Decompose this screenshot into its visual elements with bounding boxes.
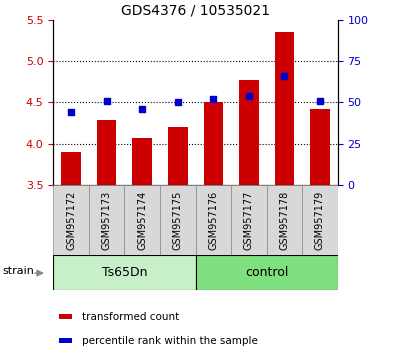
Text: GSM957178: GSM957178: [279, 190, 290, 250]
Bar: [61, 152, 81, 185]
Text: GSM957172: GSM957172: [66, 190, 76, 250]
Bar: [275, 32, 294, 185]
Bar: [310, 109, 330, 185]
Bar: [89, 185, 124, 255]
Text: GSM957176: GSM957176: [208, 190, 218, 250]
Title: GDS4376 / 10535021: GDS4376 / 10535021: [121, 3, 270, 17]
Bar: [60, 314, 72, 319]
Text: Ts65Dn: Ts65Dn: [102, 266, 147, 279]
Bar: [196, 255, 338, 290]
Point: [175, 99, 181, 105]
Point: [210, 96, 216, 102]
Bar: [168, 127, 188, 185]
Bar: [196, 185, 231, 255]
Text: GSM957175: GSM957175: [173, 190, 183, 250]
Point: [281, 73, 288, 79]
Point: [317, 98, 323, 103]
Text: GSM957174: GSM957174: [137, 190, 147, 250]
Text: control: control: [245, 266, 288, 279]
Bar: [124, 185, 160, 255]
Bar: [160, 185, 196, 255]
Bar: [53, 185, 89, 255]
Point: [68, 109, 74, 115]
Text: GSM957179: GSM957179: [315, 190, 325, 250]
Bar: [132, 138, 152, 185]
Bar: [239, 80, 259, 185]
Point: [139, 106, 145, 112]
Bar: [302, 185, 338, 255]
Bar: [231, 185, 267, 255]
Text: percentile rank within the sample: percentile rank within the sample: [82, 336, 258, 346]
Point: [246, 93, 252, 98]
Point: [103, 98, 110, 103]
Bar: [203, 102, 223, 185]
Text: strain: strain: [3, 266, 34, 276]
Text: transformed count: transformed count: [82, 312, 179, 322]
Bar: [53, 255, 196, 290]
Bar: [267, 185, 302, 255]
Text: GSM957177: GSM957177: [244, 190, 254, 250]
Bar: [97, 120, 117, 185]
Text: GSM957173: GSM957173: [102, 190, 112, 250]
Bar: [60, 338, 72, 343]
